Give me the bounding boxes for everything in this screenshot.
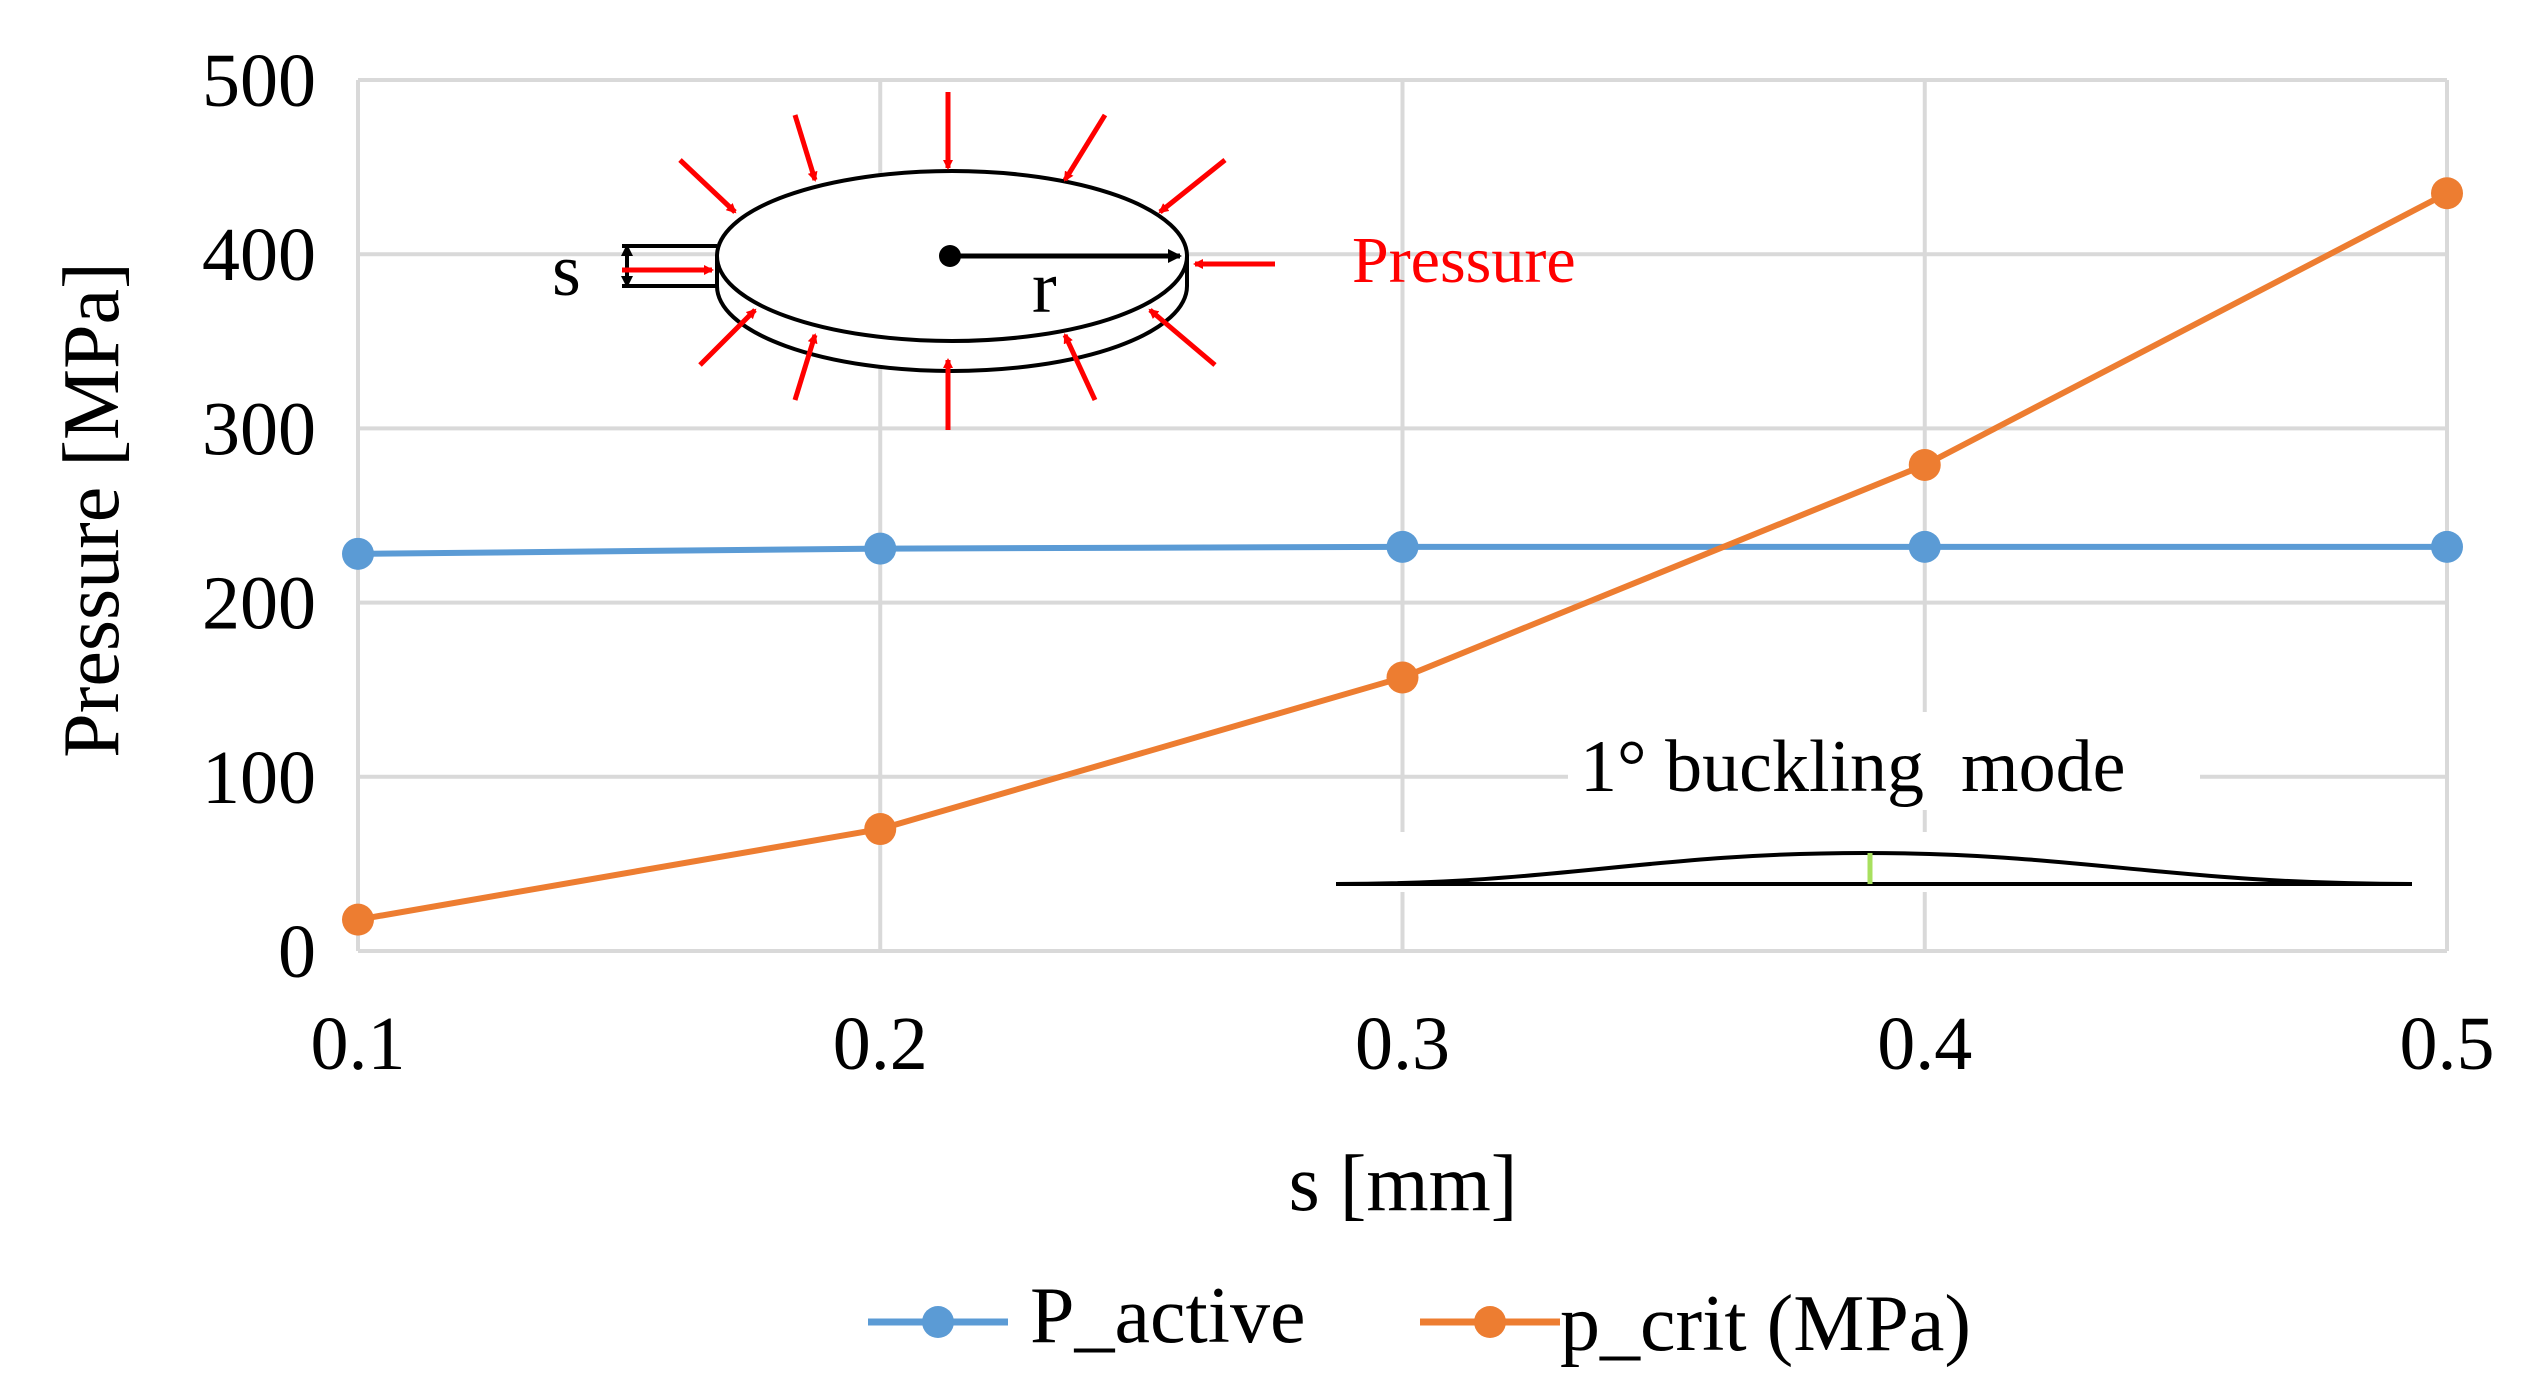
y-tick-label: 0 bbox=[278, 910, 316, 994]
data-point-p-active bbox=[342, 537, 374, 570]
legend-marker-p-active bbox=[922, 1306, 954, 1338]
data-point-p-active bbox=[1386, 530, 1419, 563]
pressure-arrow bbox=[792, 333, 818, 401]
legend-item-p-crit: p_crit (MPa) bbox=[1420, 1280, 1971, 1368]
legend-label-p-crit: p_crit (MPa) bbox=[1560, 1280, 1971, 1368]
y-tick-label: 300 bbox=[202, 387, 316, 471]
y-tick-label: 100 bbox=[202, 736, 316, 820]
series-p-active bbox=[342, 530, 2463, 570]
pressure-arrow bbox=[1158, 158, 1227, 214]
tick-labels: 0 100 200 300 400 500 0.1 0.2 0.3 0.4 0.5 bbox=[202, 39, 2495, 1086]
legend-item-p-active: P_active bbox=[868, 1272, 1305, 1360]
x-tick-label: 0.3 bbox=[1355, 1002, 1450, 1086]
x-tick-label: 0.2 bbox=[833, 1002, 928, 1086]
buckling-label-background bbox=[1568, 712, 2200, 810]
radius-label: r bbox=[1032, 247, 1057, 329]
series bbox=[342, 177, 2463, 936]
data-point-p-crit bbox=[1908, 448, 1941, 481]
pressure-label: Pressure bbox=[1352, 224, 1576, 297]
pressure-arrow bbox=[792, 114, 818, 182]
legend-marker-p-crit bbox=[1474, 1306, 1506, 1338]
x-tick-label: 0.4 bbox=[1877, 1002, 1972, 1086]
data-point-p-active bbox=[864, 532, 897, 565]
gridlines bbox=[356, 78, 2449, 953]
legend: P_active p_crit (MPa) bbox=[868, 1272, 1971, 1368]
data-point-p-crit bbox=[342, 903, 374, 936]
y-axis-title: Pressure [MPa] bbox=[48, 262, 136, 757]
data-point-p-crit bbox=[1386, 661, 1419, 694]
y-tick-label: 200 bbox=[202, 562, 316, 646]
pressure-arrow bbox=[1062, 113, 1108, 182]
pressure-arrow bbox=[1148, 308, 1217, 367]
plate-pressure-inset: r s Pressure bbox=[552, 92, 1576, 430]
legend-label-p-active: P_active bbox=[1030, 1272, 1305, 1360]
data-point-p-crit bbox=[2431, 177, 2463, 210]
y-tick-label: 500 bbox=[202, 39, 316, 123]
buckling-label: 1° buckling mode bbox=[1580, 726, 2125, 808]
pressure-arrows bbox=[622, 92, 1275, 430]
buckling-mode-shape bbox=[1335, 850, 2413, 886]
x-tick-label: 0.5 bbox=[2400, 1002, 2495, 1086]
data-point-p-crit bbox=[864, 813, 897, 846]
x-axis-title: s [mm] bbox=[1289, 1140, 1518, 1228]
y-tick-label: 400 bbox=[202, 213, 316, 297]
buckling-mode-inset: 1° buckling mode bbox=[1328, 712, 2426, 892]
pressure-arrow bbox=[698, 308, 757, 367]
series-p-crit bbox=[342, 177, 2463, 936]
thickness-label: s bbox=[552, 230, 581, 312]
x-tick-label: 0.1 bbox=[311, 1002, 406, 1086]
data-point-p-active bbox=[2431, 530, 2463, 563]
pressure-arrow bbox=[1062, 333, 1098, 402]
data-point-p-active bbox=[1908, 530, 1941, 563]
pressure-arrow bbox=[678, 158, 737, 214]
